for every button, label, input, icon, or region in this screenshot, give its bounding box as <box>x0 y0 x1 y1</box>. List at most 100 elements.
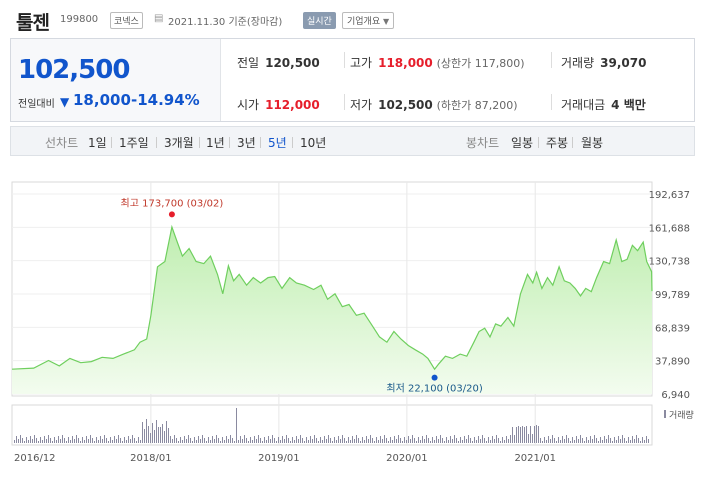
tab-10year[interactable]: 10년 <box>300 136 327 150</box>
volume-bar <box>598 441 599 443</box>
volume-bar <box>458 441 459 443</box>
company-info-dropdown[interactable]: 기업개요 ▼ <box>342 12 395 29</box>
volume-bar <box>90 435 91 443</box>
volume-bar <box>506 436 507 443</box>
volume-bar <box>566 435 567 443</box>
volume-bar <box>198 436 199 443</box>
tab-1day[interactable]: 1일 <box>88 136 107 150</box>
down-arrow-icon: ▼ <box>60 95 70 109</box>
price-chart-svg: 192,637 161,688 130,738 99,789 68,839 37,890 6… <box>11 181 694 464</box>
volume-bar <box>554 438 555 443</box>
volume-bar <box>644 440 645 443</box>
volume-bar <box>404 437 405 443</box>
volume-bar <box>254 436 255 443</box>
volume-bar <box>352 436 353 443</box>
volume-bar <box>206 441 207 443</box>
volume-bar <box>628 437 629 443</box>
volume-bar <box>476 440 477 443</box>
volume-bar <box>484 438 485 443</box>
volume-bar <box>226 436 227 443</box>
tab-5year[interactable]: 5년 <box>268 136 287 150</box>
volume-bar <box>258 435 259 443</box>
tab-1year[interactable]: 1년 <box>206 136 225 150</box>
open-price: 시가 112,000 <box>237 98 320 112</box>
volume-bar <box>274 438 275 443</box>
volume-bar <box>534 426 535 443</box>
volume-bar <box>596 438 597 443</box>
volume-bar <box>612 441 613 443</box>
volume-bar <box>500 441 501 443</box>
volume-bar <box>234 441 235 443</box>
divider <box>538 137 539 148</box>
volume-bar <box>134 438 135 443</box>
volume-bar <box>630 440 631 443</box>
volume-bar <box>52 441 53 443</box>
volume-bar <box>184 436 185 443</box>
volume-bar <box>406 440 407 443</box>
volume-bar <box>296 436 297 443</box>
tab-1week[interactable]: 1주일 <box>119 136 149 150</box>
volume-bar <box>410 439 411 443</box>
volume-bar <box>86 436 87 443</box>
volume-bar <box>240 436 241 443</box>
volume-bar <box>324 436 325 443</box>
volume-bar <box>38 441 39 443</box>
volume-bar <box>574 440 575 443</box>
y-tick-label: 161,688 <box>649 223 690 234</box>
volume-bar <box>54 437 55 443</box>
volume-bar <box>156 420 157 443</box>
volume-bar <box>142 422 143 443</box>
volume-bar <box>584 441 585 443</box>
volume-bar <box>214 439 215 443</box>
volume-bar <box>362 437 363 443</box>
volume-bar <box>364 440 365 443</box>
volume-bar <box>622 435 623 443</box>
tab-3month[interactable]: 3개월 <box>164 136 194 150</box>
calendar-icon: ▤ <box>154 13 164 24</box>
volume-bar <box>428 438 429 443</box>
realtime-button[interactable]: 실시간 <box>303 12 336 29</box>
volume-bar <box>88 439 89 443</box>
volume-bar <box>124 437 125 443</box>
volume-bar <box>302 438 303 443</box>
volume-bar <box>278 437 279 443</box>
quote-panel: 102,500 전일대비 ▼ 18,000 -14.94% 전일 120,500 … <box>10 38 695 122</box>
volume-bar <box>544 437 545 443</box>
volume-bar <box>166 421 167 443</box>
volume-bar <box>542 441 543 443</box>
volume-bar <box>176 438 177 443</box>
volume-bar <box>218 438 219 443</box>
tab-weekly-candle[interactable]: 주봉 <box>546 136 569 150</box>
prev-close: 전일 120,500 <box>237 56 320 70</box>
volume-bar <box>160 427 161 443</box>
volume-bar <box>244 435 245 443</box>
volume-bar <box>396 439 397 443</box>
volume-bar <box>286 435 287 443</box>
low-price: 저가 102,500 (하한가 87,200) <box>350 98 518 112</box>
volume-bar <box>434 440 435 443</box>
volume-bar <box>618 436 619 443</box>
volume-bar <box>642 437 643 443</box>
volume-bar <box>172 439 173 443</box>
volume-bar <box>420 440 421 443</box>
volume-bar <box>548 436 549 443</box>
volume-bar <box>536 425 537 443</box>
tab-3year[interactable]: 3년 <box>237 136 256 150</box>
tab-monthly-candle[interactable]: 월봉 <box>581 136 604 150</box>
price-line <box>11 224 653 371</box>
volume-bar <box>502 437 503 443</box>
volume-bar <box>590 436 591 443</box>
tab-daily-candle[interactable]: 일봉 <box>511 136 534 150</box>
volume-bar <box>284 439 285 443</box>
volume-bar <box>44 436 45 443</box>
volume-bar <box>128 436 129 443</box>
volume-bar <box>326 439 327 443</box>
volume-bar <box>478 436 479 443</box>
x-tick-label: 2020/01 <box>386 453 428 464</box>
volume-bar <box>148 426 149 443</box>
volume-bar <box>604 436 605 443</box>
volume-bar <box>520 427 521 443</box>
volume-bar <box>454 435 455 443</box>
x-tick-label: 2021/01 <box>514 453 556 464</box>
volume-bar <box>30 436 31 443</box>
